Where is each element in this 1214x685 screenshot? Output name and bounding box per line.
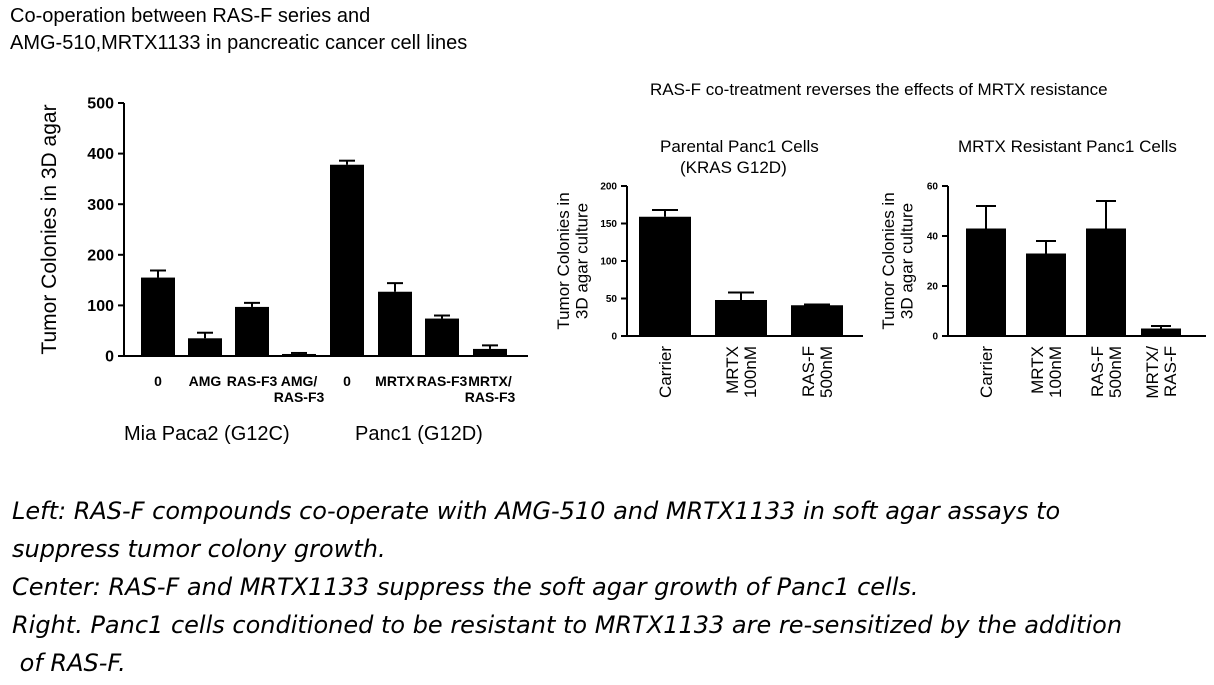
left-bar <box>473 348 507 355</box>
left-x-tick-label: RAS-F3 <box>417 373 468 389</box>
right-x-tick-label: Carrier <box>977 346 996 398</box>
caption-line-5: of RAS-F. <box>12 649 126 677</box>
left-y-tick-label: 200 <box>87 247 114 264</box>
right-x-tick-label: RAS-F500nM <box>1088 346 1125 398</box>
left-x-tick-label: MRTX/RAS-F3 <box>465 373 516 405</box>
right-y-axis-label: Tumor Colonies in3D agar culture <box>879 192 917 329</box>
group-label-mia-paca2: Mia Paca2 (G12C) <box>124 423 290 445</box>
right-x-tick-label: MRTX/RAS-F <box>1143 346 1180 399</box>
left-x-tick-label: AMG/RAS-F3 <box>274 373 325 405</box>
left-x-tick-label: 0 <box>154 373 162 389</box>
middle-chart-title-line1: Parental Panc1 Cells <box>660 137 819 156</box>
right-chart-title: MRTX Resistant Panc1 Cells <box>958 137 1177 156</box>
left-y-axis-label: Tumor Colonies in 3D agar <box>38 104 61 354</box>
figure-title-line2: AMG-510,MRTX1133 in pancreatic cancer ce… <box>10 32 468 54</box>
figure-title-line1: Co-operation between RAS-F series and <box>10 5 371 27</box>
right-section-title: RAS-F co-treatment reverses the effects … <box>650 80 1108 99</box>
left-bar <box>235 306 269 355</box>
right-bar-chart: 0 20 40 60 Tumor Colonies in3D agar culture C… <box>879 182 1206 399</box>
left-bar <box>282 353 316 355</box>
figure-caption: Left: RAS-F compounds co-operate with AM… <box>12 492 1207 682</box>
mid-bar <box>791 305 843 335</box>
mid-x-tick-label: Carrier <box>656 346 675 398</box>
middle-chart-title-line2: (KRAS G12D) <box>680 158 787 177</box>
mid-y-tick-label: 200 <box>600 182 617 193</box>
right-bar <box>1026 253 1066 335</box>
left-bar <box>425 318 459 355</box>
mid-y-axis-label: Tumor Colonies in3D agar culture <box>554 192 592 329</box>
caption-line-1: Left: RAS-F compounds co-operate with AM… <box>12 497 1061 525</box>
right-y-tick-label: 40 <box>927 232 939 243</box>
left-x-tick-label: AMG <box>189 373 222 389</box>
left-bar <box>141 277 175 355</box>
mid-bar <box>639 216 691 335</box>
caption-line-4: Right. Panc1 cells conditioned to be res… <box>12 611 1123 639</box>
middle-bar-chart: 0 50 100 150 200 Tumor Colonies in3D agar cul… <box>554 182 863 398</box>
mid-y-tick-label: 50 <box>606 294 618 305</box>
mid-y-tick-label: 100 <box>600 257 617 268</box>
left-y-tick-label: 400 <box>87 146 114 163</box>
left-bar-chart: 0 100 200 300 400 500 Tumor Colonies in 3D aga… <box>38 96 528 405</box>
left-y-tick-label: 100 <box>87 298 114 315</box>
mid-x-tick-label: RAS-F500nM <box>799 346 836 398</box>
right-y-tick-label: 60 <box>927 182 939 193</box>
mid-y-tick-label: 0 <box>611 332 617 343</box>
left-bar <box>188 338 222 355</box>
caption-line-2: suppress tumor colony growth. <box>12 535 386 563</box>
mid-x-tick-label: MRTX100nM <box>723 346 760 398</box>
left-y-tick-label: 500 <box>87 96 114 113</box>
left-x-tick-label: MRTX <box>375 373 415 389</box>
right-bar <box>966 228 1006 335</box>
left-x-tick-label: 0 <box>343 373 351 389</box>
mid-y-tick-label: 150 <box>600 219 617 230</box>
mid-bar <box>715 300 767 335</box>
left-bar <box>378 291 412 355</box>
left-y-tick-label: 0 <box>105 349 114 366</box>
right-bar <box>1141 328 1181 335</box>
right-bar <box>1086 228 1126 335</box>
right-y-tick-label: 0 <box>932 332 938 343</box>
right-x-tick-label: MRTX100nM <box>1028 346 1065 398</box>
left-y-tick-label: 300 <box>87 197 114 214</box>
left-bar <box>330 164 364 355</box>
caption-line-3: Center: RAS-F and MRTX1133 suppress the … <box>12 573 919 601</box>
group-label-panc1: Panc1 (G12D) <box>355 423 483 445</box>
left-x-tick-label: RAS-F3 <box>227 373 278 389</box>
right-y-tick-label: 20 <box>927 282 939 293</box>
